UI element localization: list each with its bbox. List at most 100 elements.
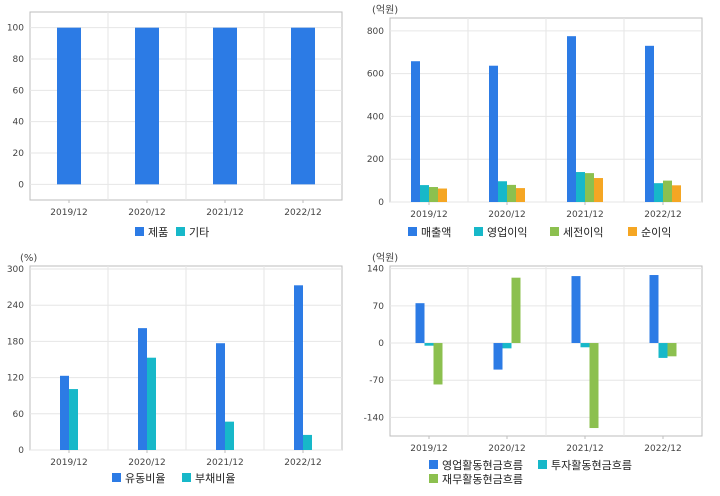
y-tick-label: 60 xyxy=(13,86,25,96)
y-tick-label: 70 xyxy=(373,302,385,312)
bar-2-2021/12 xyxy=(580,343,590,348)
bar-1-2019/12 xyxy=(411,61,420,203)
bar-3-2019/12 xyxy=(433,343,443,385)
chart-panel-1: 0 20 40 60 80 100 2019/12 2020/12 2021/12 2022/12… xyxy=(7,11,343,239)
legend-label: 매출액 xyxy=(421,226,451,239)
legend-swatch xyxy=(429,460,438,469)
bar-1-2022/12 xyxy=(291,27,315,185)
y-tick-label: 300 xyxy=(7,265,24,275)
legend-label: 영업활동현금흐름 xyxy=(442,458,523,472)
bar-1-2019/12 xyxy=(415,303,425,344)
legend-swatch xyxy=(176,227,185,236)
x-tick-label: 2022/12 xyxy=(284,208,321,218)
bar-1-2022/12 xyxy=(294,285,303,450)
y-tick-label: 400 xyxy=(367,112,384,122)
bar-3-2021/12 xyxy=(585,173,594,202)
x-tick-label: 2020/12 xyxy=(488,444,525,454)
y-tick-label: 120 xyxy=(7,374,24,384)
bar-2-2020/12 xyxy=(147,357,156,450)
y-tick-label: 80 xyxy=(13,55,25,65)
legend-label: 순이익 xyxy=(641,226,671,239)
y-tick-label: 600 xyxy=(367,70,384,80)
bar-3-2022/12 xyxy=(667,343,677,357)
legend-swatch xyxy=(429,474,438,483)
bar-1-2021/12 xyxy=(213,27,237,185)
legend-label: 부채비율 xyxy=(195,472,235,485)
legend-swatch xyxy=(550,227,559,236)
legend-label: 영업이익 xyxy=(487,226,527,239)
x-tick-label: 2021/12 xyxy=(566,210,603,220)
y-tick-label: -70 xyxy=(369,376,384,386)
chart-panel-2: 0 200 400 600 800 (억원) 2019/12 2020/12 2021/12 20… xyxy=(367,4,703,239)
bar-4-2021/12 xyxy=(594,178,603,202)
bar-4-2020/12 xyxy=(516,188,525,202)
bar-4-2019/12 xyxy=(438,188,447,202)
x-tick-label: 2020/12 xyxy=(128,458,165,468)
y-tick-label: 40 xyxy=(13,118,25,128)
chart-panel-3: 0 60 120 180 240 300(%) 2019/12 2020/12 2021/12 2… xyxy=(7,253,343,485)
bar-3-2020/12 xyxy=(507,184,516,202)
x-tick-label: 2020/12 xyxy=(128,208,165,218)
y-tick-label: -140 xyxy=(364,413,385,423)
bar-1-2019/12 xyxy=(60,375,69,450)
bar-2-2022/12 xyxy=(658,343,668,358)
legend-label: 기타 xyxy=(189,226,209,239)
legend-swatch xyxy=(628,227,637,236)
y-tick-label: 200 xyxy=(367,155,384,165)
legend-swatch xyxy=(112,473,121,482)
legend-label: 세전이익 xyxy=(563,226,603,239)
y-tick-label: 100 xyxy=(7,24,24,34)
x-tick-label: 2019/12 xyxy=(50,458,87,468)
bar-3-2022/12 xyxy=(663,180,672,202)
legend-swatch xyxy=(538,460,547,469)
x-tick-label: 2021/12 xyxy=(566,444,603,454)
bar-3-2021/12 xyxy=(589,343,599,429)
y-tick-label: 800 xyxy=(367,27,384,37)
bar-2-2022/12 xyxy=(654,183,663,202)
x-tick-label: 2019/12 xyxy=(410,444,447,454)
y-tick-label: 180 xyxy=(7,337,24,347)
x-tick-label: 2022/12 xyxy=(644,444,681,454)
bar-1-2021/12 xyxy=(571,276,581,344)
bar-1-2022/12 xyxy=(645,45,654,203)
bar-4-2022/12 xyxy=(672,185,681,202)
chart-panel-4: -140 -70 0 70 140(억원) 2019/12 2020/12 2021/12 20… xyxy=(364,252,703,486)
x-tick-label: 2022/12 xyxy=(644,210,681,220)
bar-2-2020/12 xyxy=(502,343,512,349)
bar-1-2020/12 xyxy=(135,27,159,185)
y-tick-label: 0 xyxy=(18,180,24,190)
y-tick-label: 140 xyxy=(367,265,384,275)
bar-1-2021/12 xyxy=(216,343,225,450)
legend-label: 재무활동현금흐름 xyxy=(442,472,523,486)
bar-1-2020/12 xyxy=(493,343,503,370)
bar-2-2021/12 xyxy=(576,172,585,202)
bar-2-2021/12 xyxy=(225,421,234,450)
x-tick-label: 2022/12 xyxy=(284,458,321,468)
bar-2-2020/12 xyxy=(498,181,507,202)
legend-swatch xyxy=(135,227,144,236)
bar-2-2019/12 xyxy=(424,343,434,346)
legend-swatch xyxy=(408,227,417,236)
x-tick-label: 2020/12 xyxy=(488,210,525,220)
legend-swatch xyxy=(182,473,191,482)
bar-1-2019/12 xyxy=(57,27,81,185)
x-tick-label: 2021/12 xyxy=(206,458,243,468)
bar-3-2019/12 xyxy=(429,187,438,202)
y-tick-label: 240 xyxy=(7,301,24,311)
bar-2-2019/12 xyxy=(420,185,429,202)
bar-3-2020/12 xyxy=(511,277,521,344)
bar-2-2019/12 xyxy=(69,389,78,450)
legend-swatch xyxy=(474,227,483,236)
y-tick-label: 0 xyxy=(378,198,384,208)
legend-label: 제품 xyxy=(148,226,168,239)
bar-2-2022/12 xyxy=(303,434,312,450)
x-tick-label: 2021/12 xyxy=(206,208,243,218)
bar-1-2022/12 xyxy=(649,275,659,344)
x-tick-label: 2019/12 xyxy=(50,208,87,218)
x-tick-label: 2019/12 xyxy=(410,210,447,220)
y-tick-label: 60 xyxy=(13,410,25,420)
legend-label: 유동비율 xyxy=(125,472,165,485)
y-tick-label: 20 xyxy=(13,149,25,159)
y-tick-label: 0 xyxy=(378,339,384,349)
